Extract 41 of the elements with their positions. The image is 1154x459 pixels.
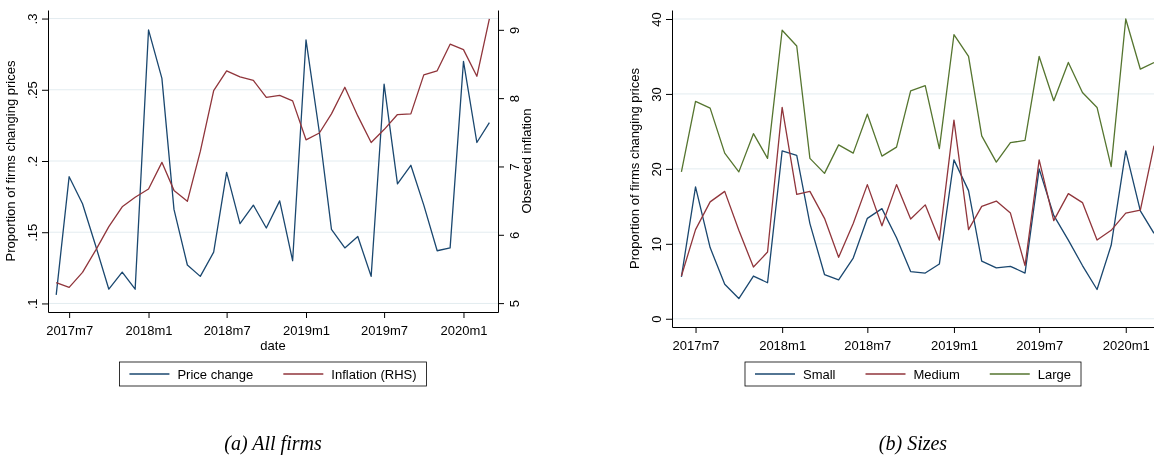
x-tick-label: 2020m1 [440,323,488,339]
legend-label: Inflation (RHS) [331,366,417,382]
y-tick-label: 20 [648,162,664,177]
line-series [680,150,1154,300]
x-tick-label: 2018m7 [203,323,251,339]
x-tick-label: 2019m7 [361,323,409,339]
y-tick-label: .2 [24,156,40,167]
x-tick-label: 2017m7 [672,338,720,354]
x-tick-label: 2019m7 [1016,338,1064,354]
text: (a) All firms [224,432,322,455]
y-tick-label: .25 [24,81,40,100]
line-series [680,106,1154,277]
legend-label: Small [802,366,836,382]
y-tick-label: 0 [648,315,664,323]
y-tick-label: .15 [24,223,40,242]
y-tick-label: 10 [648,237,664,252]
y-axis-title: Proportion of firms changing prices [627,67,642,269]
y2-tick-label: 6 [506,231,522,239]
y2-tick-label: 9 [506,26,522,34]
legend-label: Large [1037,366,1072,382]
x-axis-title: date [260,338,286,353]
x-tick-label: 2018m1 [759,338,807,354]
x-tick-label: 2018m7 [844,338,892,354]
x-tick-label: 2019m1 [283,323,330,339]
x-tick-label: 2017m7 [46,323,94,339]
y2-tick-label: 7 [506,163,522,171]
y2-tick-label: 5 [506,300,522,308]
text: (b) Sizes [878,432,948,455]
x-tick-label: 2019m1 [930,338,978,354]
x-tick-label: 2020m1 [1102,338,1150,354]
legend-label: Price change [177,366,254,382]
legend-label: Medium [913,366,960,382]
line-series [680,18,1154,175]
y2-axis-title: Observed inflation [519,108,534,214]
y-tick-label: .1 [24,298,40,310]
y-tick-label: 40 [648,12,664,27]
y-tick-label: .3 [24,13,40,25]
x-tick-label: 2018m1 [125,323,173,339]
y-axis-title: Proportion of firms changing prices [3,60,18,262]
y2-tick-label: 8 [506,95,522,103]
y-tick-label: 30 [648,87,664,102]
